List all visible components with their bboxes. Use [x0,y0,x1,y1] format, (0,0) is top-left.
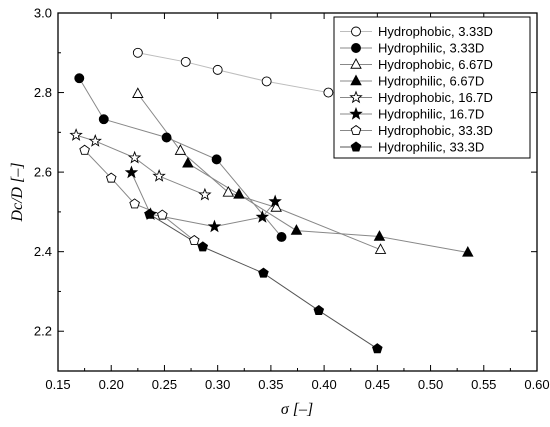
data-point [144,208,155,219]
data-point [129,198,140,209]
data-point [211,154,222,165]
data-point [313,304,325,316]
data-point [69,128,83,141]
axis-ticks: 0.15 0.20 0.25 0.30 0.35 0.40 0.45 0.50 0.55 0.60… [34,6,550,393]
data-point [255,210,270,223]
data-point [372,343,383,354]
data-point [157,209,168,220]
y-tick-label: 3.0 [34,6,52,21]
legend-marker [350,124,362,135]
y-axis-label: Dc/D [–] [9,162,26,222]
legend-label: Hydrophilic, 6.67D [378,74,484,89]
data-point [207,219,222,233]
legend-marker [351,26,361,37]
data-point [261,76,272,87]
data-point [197,241,209,252]
data-point [373,230,386,241]
data-point [161,132,172,143]
legend-marker [350,141,362,152]
legend-marker [349,90,363,104]
series-line-2 [78,77,282,238]
data-point [258,267,269,278]
data-point [188,234,200,246]
data-point [124,165,139,179]
data-point [268,194,282,208]
x-tick-label: 0.55 [471,377,496,392]
data-point [174,144,187,155]
data-point [222,185,235,197]
y-tick-label: 2.2 [34,324,52,339]
x-tick-label: 0.40 [311,377,336,392]
data-point [323,87,334,98]
data-point [152,169,166,182]
y-tick-label: 2.6 [34,165,52,180]
data-point [180,56,191,67]
x-tick-label: 0.50 [418,377,443,392]
data-point [462,246,474,257]
data-point [182,156,194,168]
legend-marker [350,74,362,86]
data-point [98,114,109,125]
legend-label: Hydrophilic, 16.7D [378,107,484,122]
x-tick-label: 0.15 [45,377,70,392]
data-point [198,187,212,201]
x-axis-label: σ [–] [281,401,313,418]
legend-label: Hydrophobic, 16.7D [378,90,493,105]
legend-marker [349,106,363,120]
legend-marker [350,58,362,69]
legend-label: Hydrophobic, 3.33D [378,24,493,39]
series-markers [69,47,474,354]
legend-label: Hydrophobic, 6.67D [378,57,493,72]
series-line-7 [84,149,195,241]
data-point [374,243,387,254]
y-tick-label: 2.4 [34,244,52,259]
data-point [79,144,90,155]
legend-label: Hydrophilic, 3.33D [378,41,484,56]
legend-box [333,16,531,159]
data-point [276,231,287,242]
legend-label: Hydrophilic, 33.3D [378,140,484,155]
data-point [132,47,143,58]
data-point [127,150,142,164]
data-point [290,224,303,235]
x-tick-label: 0.35 [258,377,283,392]
series-line-1 [137,52,329,94]
x-tick-label: 0.30 [205,377,230,392]
x-tick-label: 0.60 [524,377,549,392]
series-line-4 [187,162,468,253]
y-tick-label: 2.8 [34,85,52,100]
x-tick-label: 0.45 [365,377,390,392]
data-point [88,134,102,147]
legend-marker [351,43,361,53]
legend-label: Hydrophobic, 33.3D [378,123,493,138]
x-tick-label: 0.25 [152,377,177,392]
data-point [132,87,144,98]
data-point [212,64,223,75]
x-tick-label: 0.20 [99,377,124,392]
data-point [105,172,117,183]
data-point [233,187,245,199]
data-point [74,73,85,84]
